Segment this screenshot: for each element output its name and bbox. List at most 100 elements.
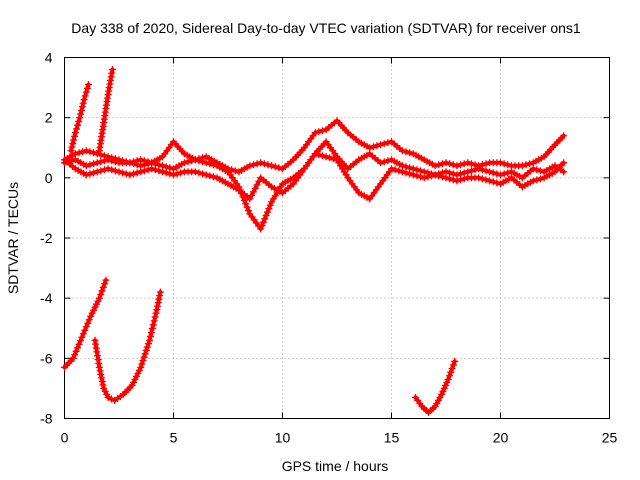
data-point-marker — [122, 170, 130, 178]
data-point-marker — [105, 84, 113, 92]
chart-title: Day 338 of 2020, Sidereal Day-to-day VTE… — [71, 20, 581, 36]
axis-ticks: 0 5 10 15 20 25 -8 -6 -4 -2 0 2 4 — [40, 50, 617, 446]
data-point-marker — [90, 169, 98, 177]
data-point-marker — [449, 170, 457, 178]
data-point-marker — [101, 280, 109, 288]
data-point-marker — [93, 159, 101, 167]
data-point-marker — [497, 171, 504, 179]
data-point-marker — [460, 160, 468, 168]
data-point-marker — [86, 161, 94, 169]
data-point-marker — [533, 176, 541, 184]
data-point-marker — [75, 340, 83, 348]
data-point-marker — [102, 276, 110, 284]
data-point-marker — [79, 148, 87, 156]
data-point-marker — [71, 129, 79, 137]
data-point-marker — [166, 170, 174, 178]
data-point-marker — [97, 370, 105, 378]
data-point-marker — [446, 169, 454, 177]
data-point-marker — [478, 175, 486, 183]
data-point-marker — [84, 319, 92, 327]
data-point-marker — [406, 164, 414, 172]
data-point-marker — [108, 69, 116, 77]
data-point-marker — [191, 156, 199, 164]
data-point-marker — [76, 337, 84, 345]
data-point-marker — [142, 346, 150, 354]
data-point-marker — [251, 184, 259, 192]
data-point-marker — [257, 225, 265, 233]
data-point-marker — [159, 162, 167, 170]
data-point-marker — [98, 377, 106, 385]
data-point-marker — [75, 117, 83, 125]
data-point-marker — [493, 179, 501, 187]
data-point-marker — [264, 161, 272, 169]
data-point-marker — [409, 171, 417, 179]
data-point-marker — [78, 103, 86, 111]
data-point-marker — [68, 157, 76, 165]
data-point-marker — [77, 110, 85, 118]
data-point-marker — [177, 169, 185, 177]
data-point-marker — [471, 166, 479, 174]
data-point-marker — [265, 205, 273, 213]
data-point-marker — [82, 147, 90, 155]
data-point-marker — [149, 321, 157, 329]
data-point-marker — [442, 381, 450, 389]
data-point-marker — [380, 158, 388, 166]
data-point-marker — [82, 88, 90, 96]
data-point-marker — [467, 160, 475, 168]
y-tick-label: 4 — [45, 50, 53, 66]
data-point-marker — [126, 171, 134, 179]
data-point-marker — [438, 160, 446, 168]
data-point-marker — [444, 375, 452, 383]
data-point-marker — [311, 129, 319, 137]
data-point-marker — [81, 326, 89, 334]
data-point-marker — [380, 140, 388, 148]
data-point-marker — [104, 393, 112, 401]
data-point-marker — [431, 162, 439, 170]
data-point-marker — [144, 166, 152, 174]
y-tick-label: 2 — [45, 110, 53, 126]
data-point-marker — [460, 169, 468, 177]
data-point-marker — [453, 177, 461, 185]
data-point-marker — [154, 302, 162, 310]
data-point-marker — [72, 347, 80, 355]
data-point-marker — [71, 132, 79, 140]
series-track-a — [61, 117, 568, 176]
data-point-marker — [195, 169, 203, 177]
y-tick-label: 0 — [45, 170, 53, 186]
data-point-marker — [191, 168, 199, 176]
data-point-marker — [99, 381, 107, 389]
data-point-marker — [446, 160, 454, 168]
data-point-marker — [137, 162, 145, 170]
data-point-marker — [457, 176, 465, 184]
data-point-marker — [424, 169, 432, 177]
data-point-marker — [391, 166, 399, 174]
data-point-marker — [442, 174, 450, 182]
data-point-marker — [150, 317, 158, 325]
data-point-marker — [111, 167, 119, 175]
data-point-marker — [111, 158, 119, 166]
data-point-marker — [228, 166, 236, 174]
x-tick-label: 15 — [384, 430, 400, 446]
data-point-marker — [255, 177, 263, 185]
data-point-marker — [69, 140, 77, 148]
data-point-marker — [151, 313, 159, 321]
data-point-marker — [90, 149, 98, 157]
data-point-marker — [152, 309, 160, 317]
data-point-marker — [184, 158, 192, 166]
data-point-marker — [427, 170, 435, 178]
data-point-marker — [244, 207, 252, 215]
data-point-marker — [529, 177, 537, 185]
x-tick-label: 0 — [61, 430, 69, 446]
data-point-marker — [438, 169, 446, 177]
data-point-marker — [100, 384, 108, 392]
data-point-marker — [533, 166, 541, 174]
series-spike-2 — [95, 66, 116, 155]
data-point-marker — [140, 353, 148, 361]
data-point-marker — [84, 81, 92, 89]
data-point-marker — [202, 159, 210, 167]
data-point-marker — [104, 156, 112, 164]
data-point-marker — [180, 159, 188, 167]
data-point-marker — [170, 171, 177, 179]
x-tick-label: 5 — [170, 430, 178, 446]
data-point-marker — [80, 96, 88, 104]
